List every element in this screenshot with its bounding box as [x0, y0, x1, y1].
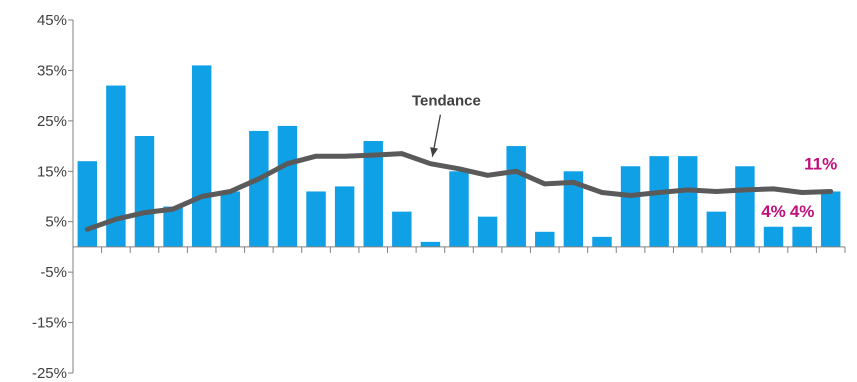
annotations: Tendance — [412, 93, 481, 157]
data-label: 11% — [804, 154, 837, 173]
bar — [277, 125, 298, 247]
trend-line — [84, 151, 834, 232]
bar — [363, 141, 383, 247]
y-tick-label: 45% — [37, 12, 67, 29]
y-tick-label: -25% — [32, 365, 67, 382]
bar — [592, 236, 612, 247]
annotation-arrowhead — [430, 147, 439, 157]
bar — [477, 216, 498, 247]
bar — [392, 211, 412, 247]
bar — [506, 146, 526, 247]
bar — [678, 156, 698, 247]
bar — [134, 135, 155, 247]
bar — [563, 171, 584, 247]
y-tick-label: -5% — [40, 264, 67, 281]
bar — [763, 226, 784, 247]
bar — [77, 161, 98, 247]
trend-annotation-label: Tendance — [412, 93, 481, 110]
bar — [249, 130, 269, 247]
y-tick-label: 25% — [37, 113, 67, 130]
bar — [649, 156, 669, 247]
bar — [820, 191, 841, 247]
y-tick-label: 5% — [45, 214, 67, 231]
data-label: 4% — [790, 202, 815, 221]
bar — [792, 226, 812, 247]
trend-line-group — [84, 151, 834, 232]
bar — [106, 85, 126, 247]
bar — [735, 166, 755, 247]
y-tick-label: -15% — [32, 315, 67, 332]
bar — [220, 191, 240, 247]
bar — [306, 191, 326, 247]
bar — [163, 206, 183, 247]
bar — [449, 171, 469, 247]
y-axis-labels: -25% -15% -5% 5% 15% 25% 35% 45% — [32, 12, 67, 382]
axes — [68, 19, 846, 374]
bar — [191, 65, 212, 247]
data-labels: 4% 4% 11% — [761, 154, 837, 220]
data-label: 4% — [761, 202, 786, 221]
bar — [334, 186, 355, 247]
bar — [535, 231, 555, 247]
bar — [706, 211, 727, 247]
bar — [620, 166, 641, 247]
bar — [420, 241, 441, 247]
y-tick-label: 35% — [37, 62, 67, 79]
y-tick-label: 15% — [37, 163, 67, 180]
